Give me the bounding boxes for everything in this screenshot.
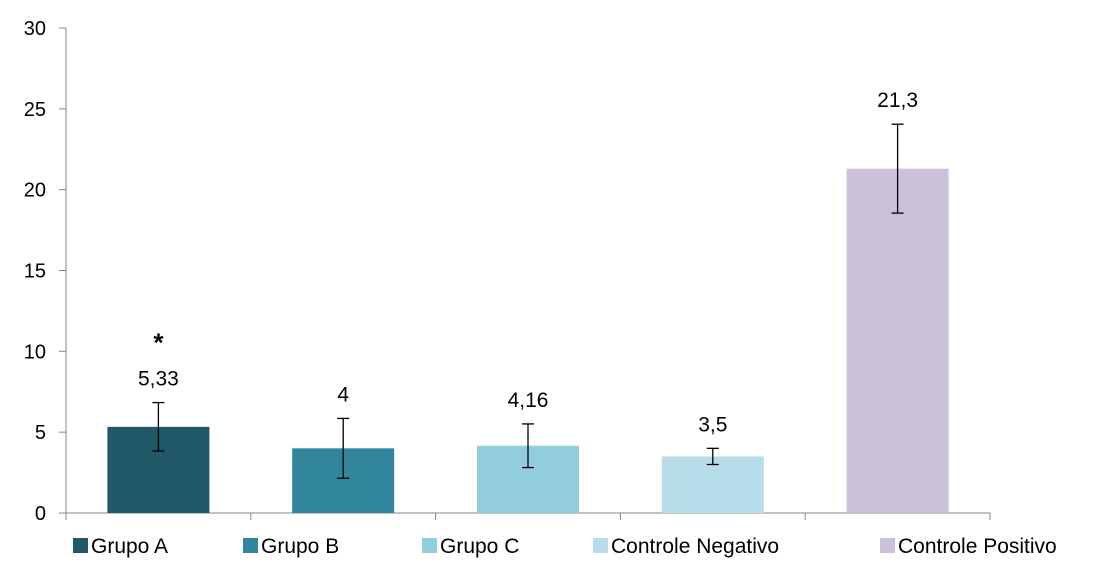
legend: Grupo A Grupo B Grupo C Controle Negativo Co… — [73, 535, 1057, 558]
legend-item: Controle Negativo — [593, 535, 779, 558]
y-tick-label: 15 — [24, 261, 46, 283]
legend-item: Controle Positivo — [880, 535, 1057, 558]
legend-item: Grupo C — [422, 535, 519, 558]
legend-label: Grupo C — [440, 535, 519, 558]
data-label: 4,16 — [508, 389, 549, 412]
error-bars — [152, 123, 904, 479]
legend-swatch — [73, 538, 88, 553]
y-tick-label: 0 — [35, 503, 46, 525]
legend-label: Controle Negativo — [611, 535, 779, 558]
bar — [846, 168, 949, 513]
legend-label: Grupo B — [261, 535, 339, 558]
y-axis: 0 5 10 15 20 25 30 — [24, 18, 67, 525]
legend-swatch — [880, 538, 895, 553]
bar — [661, 456, 764, 513]
legend-swatch — [593, 538, 608, 553]
data-label: 4 — [337, 383, 349, 406]
significance-marker: * — [153, 328, 164, 358]
data-label: 5,33 — [138, 368, 179, 391]
legend-swatch — [243, 538, 258, 553]
data-labels: 5,33 * 4 4,16 3,5 21,3 — [138, 89, 918, 436]
y-tick-label: 20 — [24, 180, 46, 202]
legend-item: Grupo A — [73, 535, 168, 558]
data-label: 21,3 — [877, 89, 918, 112]
bars — [107, 168, 949, 513]
y-tick-label: 25 — [24, 99, 46, 121]
x-axis — [65, 512, 991, 520]
legend-item: Grupo B — [243, 535, 339, 558]
legend-swatch — [422, 538, 437, 553]
legend-label: Grupo A — [91, 535, 168, 558]
y-tick-label: 10 — [24, 341, 46, 363]
legend-label: Controle Positivo — [898, 535, 1057, 558]
y-tick-label: 30 — [24, 18, 46, 40]
y-tick-label: 5 — [35, 422, 46, 444]
data-label: 3,5 — [698, 413, 727, 436]
